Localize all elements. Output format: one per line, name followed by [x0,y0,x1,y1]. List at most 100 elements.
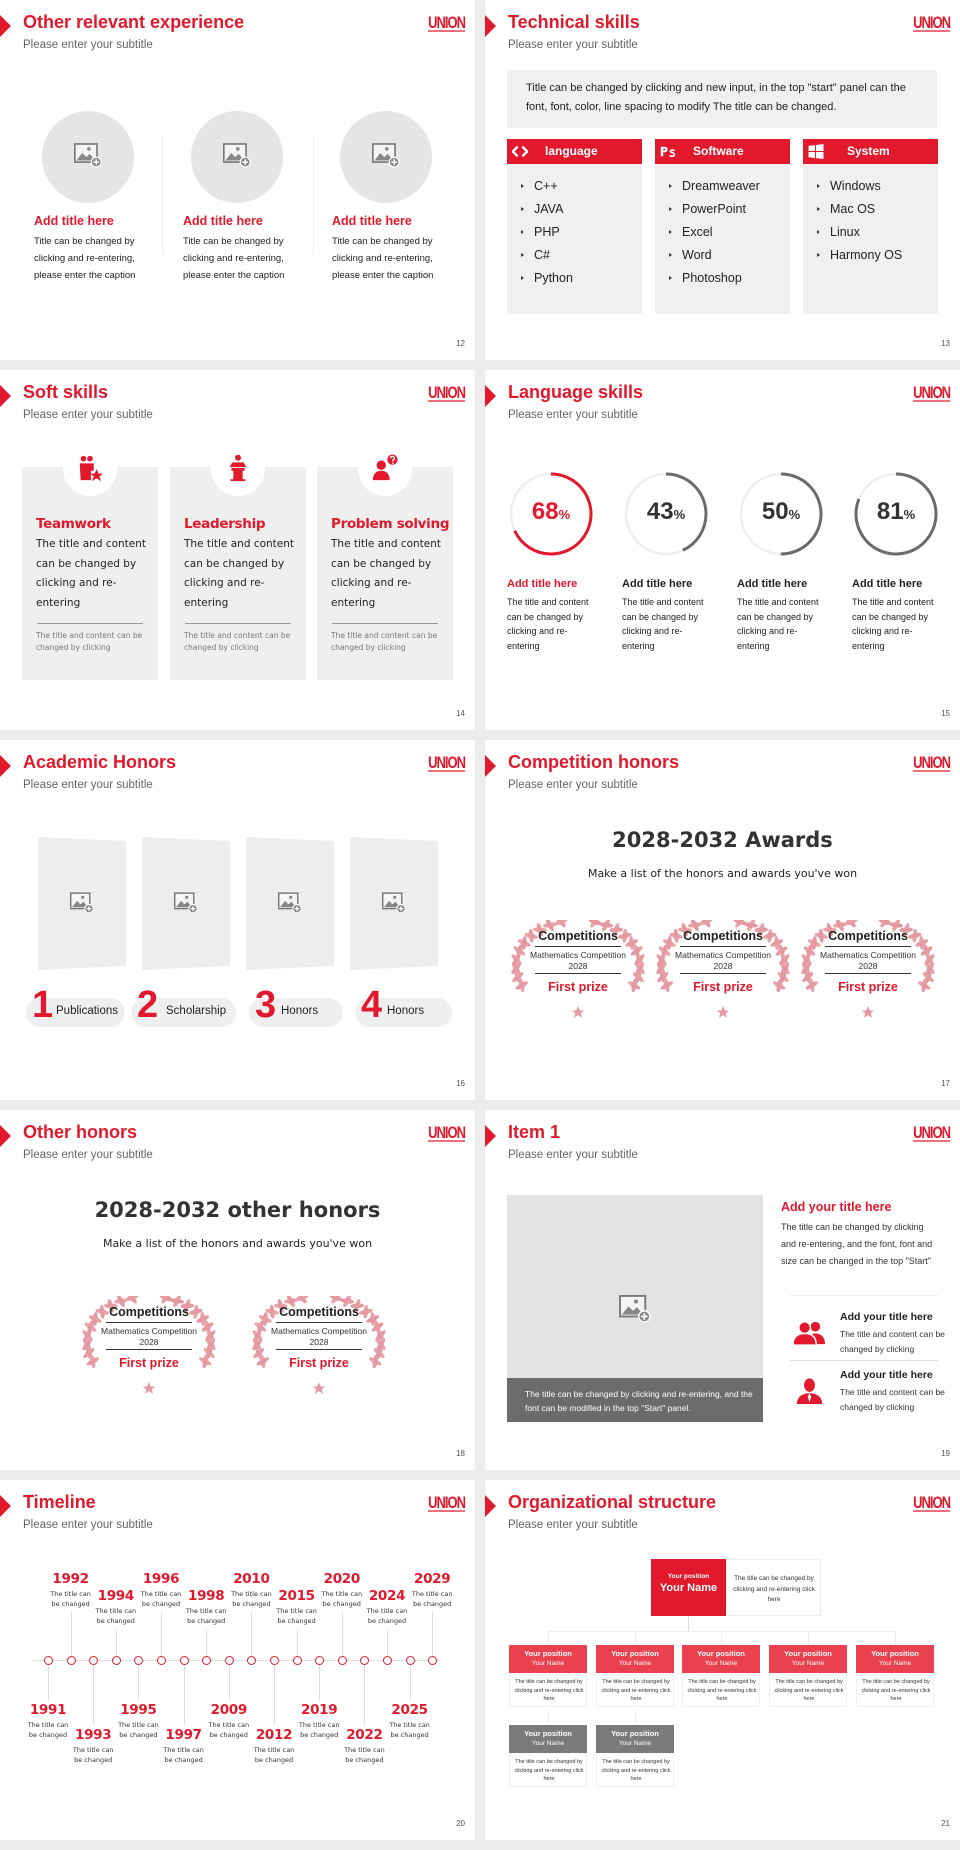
slide-title: Other relevant experience [23,12,245,32]
skill-item: Dreamweaver [682,179,760,193]
award-title: Competitions [538,929,618,943]
honor-number: 4 [361,984,383,1026]
slide-17[interactable]: Competition honors Please enter your subt… [485,740,960,1100]
photo-circle[interactable] [42,111,134,203]
item-body: Title can be changed by clicking and re-… [332,236,434,281]
page-number: 21 [941,1819,950,1828]
timeline-node[interactable] [383,1656,392,1665]
image-placeholder-icon[interactable] [372,143,400,168]
title-arrow-icon [0,755,11,777]
photo-frame[interactable] [38,837,126,970]
union-logo: UNION [428,1122,466,1142]
photo-frame[interactable] [350,837,438,970]
photo-frame[interactable] [246,837,334,970]
card-note: The title and content can be changed by … [36,631,143,652]
timeline-node[interactable] [44,1656,53,1665]
row-body: The title and content can be changed by … [840,1329,945,1354]
slide-14[interactable]: Soft skills Please enter your subtitle UNI… [0,370,475,730]
image-placeholder-icon[interactable] [619,1295,651,1323]
org-top-box[interactable]: Your position Your Name [651,1559,726,1616]
photo-circle[interactable] [191,111,283,203]
slide-18[interactable]: Other honors Please enter your subtitle UN… [0,1110,475,1470]
item-title: Add title here [332,214,412,228]
column-header: System [803,139,938,164]
slide-13[interactable]: Technical skills Please enter your subtit… [485,0,960,360]
timeline-node[interactable] [157,1656,166,1665]
award-year: 2028 [858,961,878,971]
timeline-node[interactable] [202,1656,212,1665]
org-member-header[interactable]: Your position Your Name [769,1645,847,1673]
problem-solving-icon [371,454,399,482]
skill-item: Word [682,248,712,262]
event-text: The title can be changed [27,1721,69,1739]
laurel-wreath-icon [508,920,648,1020]
photo-circle[interactable] [340,111,432,203]
award-event: Mathematics Competition [101,1326,197,1336]
award-prize: First prize [119,1356,179,1370]
connector-line [409,1665,411,1700]
timeline-node[interactable] [111,1656,121,1665]
slide-19[interactable]: Item 1 Please enter your subtitle UNION 19 T… [485,1110,960,1470]
image-placeholder-icon[interactable] [174,892,198,914]
timeline-node[interactable] [247,1656,257,1665]
award-prize: First prize [289,1356,349,1370]
timeline-node[interactable] [134,1656,144,1665]
image-placeholder-icon[interactable] [74,143,102,168]
timeline-node[interactable] [89,1656,99,1665]
bullet-icon [521,276,524,280]
org-member-header[interactable]: Your position Your Name [509,1725,587,1753]
timeline-node[interactable] [428,1656,438,1665]
org-member-header[interactable]: Your position Your Name [682,1645,760,1673]
timeline-node[interactable] [292,1656,302,1665]
timeline-node[interactable] [337,1656,347,1665]
slide-subtitle: Please enter your subtitle [23,1519,153,1531]
org-member-header[interactable]: Your position Your Name [596,1725,674,1753]
event-year: 1995 [120,1702,157,1718]
award-laurel: Competitions Mathematics Competition 2028 F… [79,1296,219,1396]
photo-frame[interactable] [142,837,230,970]
timeline-node[interactable] [66,1656,76,1665]
org-member-header[interactable]: Your position Your Name [856,1645,934,1673]
progress-arc [509,472,593,556]
row-title: Add your title here [840,1369,933,1381]
slide-20[interactable]: Timeline Please enter your subtitle UNION 2… [0,1480,475,1840]
union-logo: UNION [428,1492,466,1512]
honor-label: Honors [387,1005,425,1017]
timeline-node[interactable] [270,1656,279,1665]
title-arrow-icon [485,385,496,407]
award-divider [825,946,911,947]
item-title: Add title here [622,578,693,590]
timeline-node[interactable] [360,1656,370,1665]
item-body: The title and content can be changed by … [852,597,934,651]
intro-text: Title can be changed by clicking and new… [526,82,906,113]
org-member-body: The title can be changed by clicking and… [682,1673,760,1707]
slide-21[interactable]: Organizational structure Please enter you… [485,1480,960,1840]
org-member-header[interactable]: Your position Your Name [509,1645,587,1673]
award-divider [535,973,621,974]
image-placeholder-icon[interactable] [70,892,94,914]
timeline-node[interactable] [405,1656,415,1665]
slide-15[interactable]: Language skills Please enter your subtitl… [485,370,960,730]
connector-line [387,1629,388,1656]
column-divider [313,135,314,255]
timeline-node[interactable] [179,1656,189,1665]
group-icon [793,1319,826,1346]
org-name: Your Name [618,1660,652,1667]
slide-16[interactable]: Academic Honors Please enter your subtitl… [0,740,475,1100]
title-arrow-icon [485,1495,496,1517]
event-text: The title can be changed [389,1721,430,1739]
image-placeholder-icon[interactable] [278,892,302,914]
award-year: 2028 [139,1337,159,1347]
connector-line [364,1665,366,1725]
title-arrow-icon [485,15,496,37]
union-logo: UNION [428,12,466,32]
org-member-header[interactable]: Your position Your Name [596,1645,674,1673]
award-title: Competitions [109,1305,189,1319]
title-arrow-icon [0,1125,11,1147]
timeline-node[interactable] [315,1656,325,1665]
image-placeholder-icon[interactable] [382,892,406,914]
event-text: The title can be changed [185,1607,227,1625]
slide-12[interactable]: Other relevant experience Please enter yo… [0,0,475,360]
image-placeholder-icon[interactable] [223,143,251,168]
timeline-node[interactable] [224,1656,234,1665]
